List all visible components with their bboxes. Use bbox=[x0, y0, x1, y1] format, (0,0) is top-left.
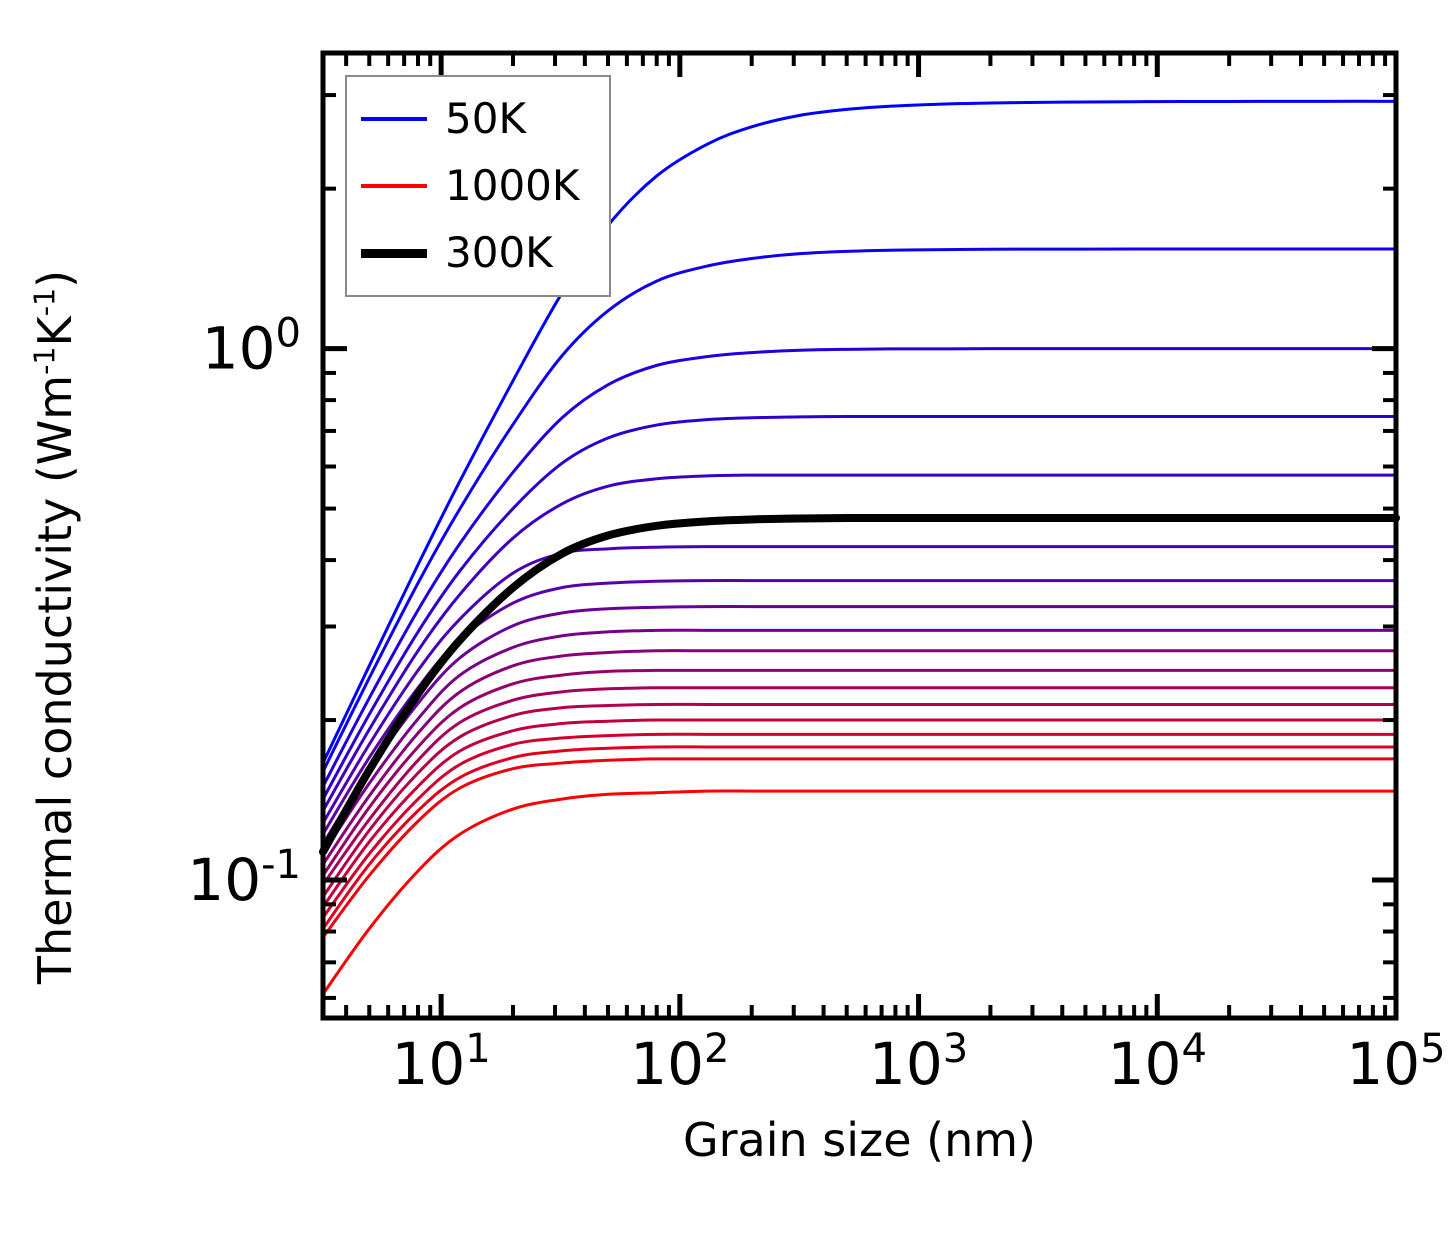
series-line-610k bbox=[321, 668, 1398, 877]
legend-label-300k: 300K bbox=[445, 228, 553, 278]
x-axis-label: Grain size (nm) bbox=[683, 1113, 1036, 1167]
series-line-946k bbox=[321, 757, 1398, 939]
legend-box: 50K 1000K 300K bbox=[345, 75, 611, 297]
x-tick-label-2: 103 bbox=[869, 1026, 968, 1098]
legend-swatch-300k bbox=[361, 248, 427, 258]
y-tick-label-1: 10-1 bbox=[187, 842, 301, 914]
y-axis-label-exp2: -1 bbox=[28, 287, 62, 317]
legend-item-1: 1000K bbox=[347, 155, 609, 217]
y-axis-label-wrapper: Thermal conductivity (Wm-1K-1) bbox=[0, 0, 110, 1254]
axis-ticks-layer bbox=[323, 53, 1399, 1018]
y-axis-label-mid: K bbox=[28, 316, 82, 347]
x-axis-label-wrapper: Grain size (nm) bbox=[323, 1105, 1396, 1175]
series-line-554k bbox=[321, 649, 1398, 866]
series-line-834k bbox=[321, 732, 1398, 920]
legend-item-0: 50K bbox=[347, 88, 609, 150]
legend-label-50k: 50K bbox=[445, 93, 526, 143]
series-line-218k bbox=[321, 415, 1398, 801]
y-axis-label-text: Thermal conductivity (Wm bbox=[28, 374, 82, 985]
series-line-778k bbox=[321, 718, 1398, 909]
series-line-666k bbox=[321, 686, 1398, 887]
series-line-330k bbox=[321, 545, 1398, 825]
x-tick-label-4: 105 bbox=[1346, 1026, 1445, 1098]
legend-swatch-50k bbox=[361, 116, 427, 121]
series-line-498k bbox=[321, 628, 1398, 856]
legend-swatch-1000k bbox=[361, 183, 427, 188]
y-axis-label-close: ) bbox=[28, 269, 82, 288]
x-tick-label-1: 102 bbox=[630, 1026, 729, 1098]
legend-label-1000k: 1000K bbox=[445, 160, 580, 210]
series-line-1000k bbox=[321, 789, 1398, 996]
series-line-442k bbox=[321, 605, 1398, 846]
curves-layer bbox=[319, 99, 1400, 996]
y-axis-label-exp1: -1 bbox=[28, 346, 62, 375]
legend-item-2: 300K bbox=[347, 222, 609, 284]
series-line-106k bbox=[321, 247, 1398, 774]
series-line-300k bbox=[319, 513, 1400, 856]
series-line-722k bbox=[321, 702, 1398, 899]
series-line-50k bbox=[321, 99, 1398, 765]
series-line-274k bbox=[321, 473, 1398, 813]
axes-frame-layer bbox=[320, 50, 1399, 1021]
x-tick-label-3: 104 bbox=[1108, 1026, 1207, 1098]
series-line-162k bbox=[321, 347, 1398, 788]
axis-tick-labels-layer: 101 102 103 104 105 100 10-1 bbox=[187, 311, 1445, 1098]
y-axis-label: Thermal conductivity (Wm-1K-1) bbox=[28, 270, 82, 984]
axes-frame bbox=[320, 50, 1399, 1021]
x-tick-label-0: 101 bbox=[391, 1026, 490, 1098]
y-tick-label-0: 100 bbox=[202, 311, 301, 383]
series-line-890k bbox=[321, 745, 1398, 931]
